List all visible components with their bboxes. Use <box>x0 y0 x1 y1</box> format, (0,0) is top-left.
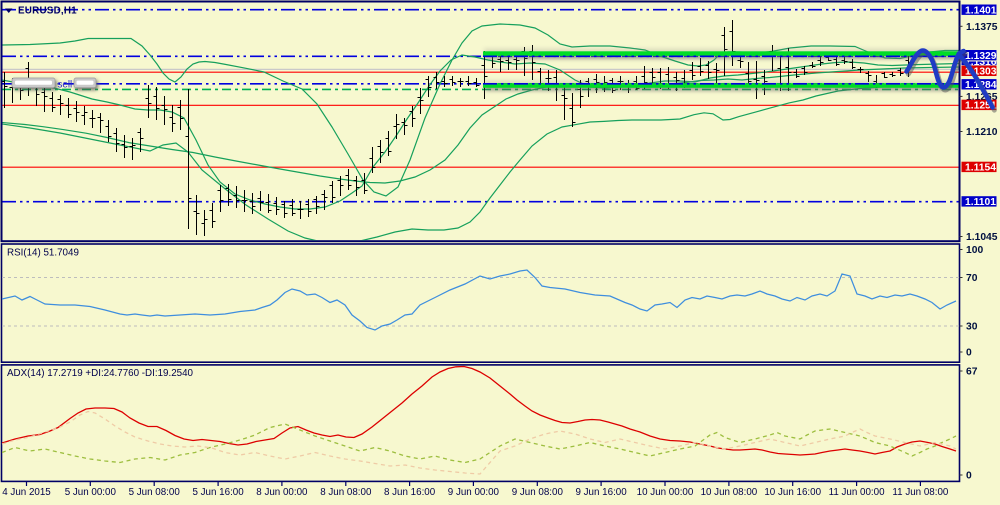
svg-text:1.1154: 1.1154 <box>965 163 996 174</box>
svg-text:1.1401: 1.1401 <box>965 5 997 16</box>
svg-text:67: 67 <box>966 367 978 378</box>
svg-text:0: 0 <box>966 471 972 482</box>
svg-text:70: 70 <box>966 273 978 284</box>
svg-text:1.1265: 1.1265 <box>966 92 998 103</box>
svg-text:9 Jun 16:00: 9 Jun 16:00 <box>575 487 627 498</box>
svg-text:RSI(14) 51.7049: RSI(14) 51.7049 <box>7 248 79 259</box>
svg-text:4 Jun 2015: 4 Jun 2015 <box>2 487 51 498</box>
svg-text:1.1210: 1.1210 <box>966 127 998 138</box>
svg-text:100: 100 <box>966 245 983 256</box>
svg-text:9 Jun 00:00: 9 Jun 00:00 <box>448 487 500 498</box>
svg-text:1.1375: 1.1375 <box>966 22 998 33</box>
svg-text:0: 0 <box>966 348 972 359</box>
svg-text:1.1045: 1.1045 <box>966 232 998 243</box>
svg-text:11 Jun 08:00: 11 Jun 08:00 <box>892 487 948 498</box>
svg-text:1.1316: 1.1316 <box>965 57 997 68</box>
svg-text:EURUSD,H1: EURUSD,H1 <box>18 6 77 17</box>
svg-text:5 Jun 16:00: 5 Jun 16:00 <box>192 487 244 498</box>
svg-text:1.1303: 1.1303 <box>965 66 997 77</box>
svg-text:10 Jun 16:00: 10 Jun 16:00 <box>764 487 821 498</box>
svg-text:8 Jun 00:00: 8 Jun 00:00 <box>256 487 308 498</box>
svg-text:8 Jun 08:00: 8 Jun 08:00 <box>320 487 372 498</box>
svg-text:5 Jun 08:00: 5 Jun 08:00 <box>129 487 181 498</box>
svg-text:sell: sell <box>58 79 73 90</box>
svg-text:1.1101: 1.1101 <box>965 197 996 208</box>
svg-text:1.1329: 1.1329 <box>965 51 997 62</box>
svg-text:10 Jun 08:00: 10 Jun 08:00 <box>701 487 758 498</box>
svg-text:10 Jun 00:00: 10 Jun 00:00 <box>637 487 694 498</box>
svg-text:5 Jun 00:00: 5 Jun 00:00 <box>65 487 117 498</box>
svg-text:1.1251: 1.1251 <box>965 101 997 112</box>
svg-text:30: 30 <box>966 322 978 333</box>
svg-text:9 Jun 08:00: 9 Jun 08:00 <box>512 487 564 498</box>
svg-text:ADX(14) 17.2719 +DI:24.7760 -D: ADX(14) 17.2719 +DI:24.7760 -DI:19.2540 <box>7 368 194 379</box>
svg-text:11 Jun 00:00: 11 Jun 00:00 <box>829 487 885 498</box>
svg-text:8 Jun 16:00: 8 Jun 16:00 <box>384 487 436 498</box>
